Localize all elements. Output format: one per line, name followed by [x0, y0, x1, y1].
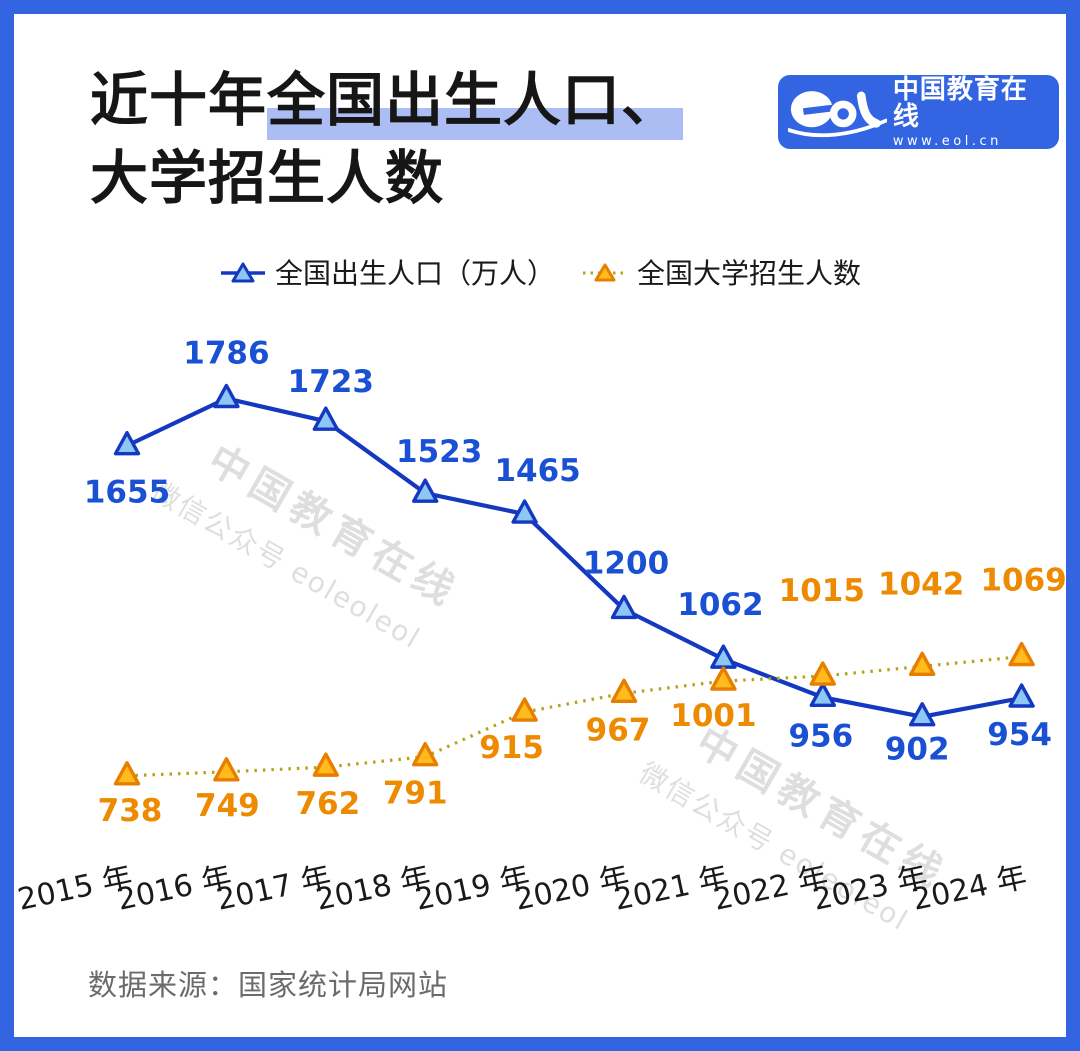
- births-value-label: 1062: [677, 587, 763, 623]
- title-prefix: 近十年: [90, 66, 268, 134]
- births-marker: [113, 430, 141, 456]
- enrollment-value-label: 791: [383, 776, 448, 812]
- enrollment-value-label: 1015: [779, 573, 865, 609]
- enrollment-value-label: 967: [586, 712, 651, 748]
- enrollment-marker: [312, 752, 339, 777]
- x-axis-label: 2024 年: [909, 860, 1030, 918]
- births-marker: [909, 702, 936, 727]
- title-line-1: 近十年全国出生人口、: [90, 62, 684, 140]
- births-value-label: 1723: [288, 364, 374, 400]
- enrollment-marker: [113, 761, 141, 786]
- births-legend-marker-icon: [220, 262, 265, 283]
- enrollment-marker: [412, 741, 439, 767]
- enrollment-value-label: 1001: [670, 698, 756, 734]
- enrollment-value-label: 1042: [878, 566, 964, 602]
- births-line: [126, 396, 1022, 719]
- births-value-label: 1523: [396, 434, 482, 470]
- data-source-note: 数据来源：国家统计局网站: [88, 968, 449, 1002]
- enrollment-value-label: 749: [195, 788, 260, 824]
- enrollment-marker: [1008, 641, 1035, 667]
- births-marker: [213, 383, 240, 409]
- enrollment-legend-marker-icon: [583, 263, 627, 282]
- enrollment-marker: [909, 651, 936, 677]
- eol-logo-badge: 中国教育在线 www.eol.cn: [778, 75, 1059, 149]
- legend-label-enrollment: 全国大学招生人数: [637, 257, 862, 290]
- births-value-label: 1786: [183, 335, 269, 371]
- legend-label-births: 全国出生人口（万人）: [274, 257, 555, 290]
- legend-item-enrollment: 全国大学招生人数: [581, 252, 861, 292]
- births-value-label: 1655: [84, 475, 170, 511]
- births-value-label: 1465: [494, 453, 580, 489]
- enrollment-marker: [809, 661, 836, 686]
- title-highlighted-text: 全国出生人口、: [267, 66, 684, 140]
- enrollment-value-label: 1069: [980, 563, 1066, 599]
- births-marker: [312, 406, 339, 431]
- births-value-label: 902: [885, 732, 950, 768]
- legend-item-births: 全国出生人口（万人）: [219, 252, 555, 292]
- logo-url: www.eol.cn: [892, 134, 1002, 150]
- enrollment-marker: [610, 678, 638, 704]
- page-title: 近十年全国出生人口、 大学招生人数: [90, 62, 684, 217]
- enrollment-value-label: 915: [479, 730, 544, 766]
- enrollment-value-label: 738: [98, 793, 163, 829]
- births-marker: [610, 594, 638, 620]
- births-marker: [1008, 683, 1035, 708]
- logo-text-block: 中国教育在线 www.eol.cn: [892, 74, 1047, 150]
- title-line-2: 大学招生人数: [90, 143, 445, 212]
- births-value-label: 954: [987, 717, 1052, 753]
- births-marker: [511, 499, 538, 524]
- chart-legend: 全国出生人口（万人） 全国大学招生人数: [0, 252, 1080, 292]
- enrollment-marker: [213, 757, 240, 782]
- births-value-label: 956: [788, 718, 853, 754]
- births-value-label: 1200: [583, 545, 669, 581]
- births-marker: [809, 682, 836, 707]
- logo-brand-name: 中国教育在线: [892, 74, 1028, 132]
- eol-logo-icon: [788, 91, 887, 138]
- enrollment-value-label: 762: [295, 786, 360, 822]
- enrollment-marker: [511, 697, 538, 722]
- births-marker: [412, 478, 439, 503]
- enrollment-line: [126, 655, 1022, 778]
- enrollment-marker: [710, 666, 737, 691]
